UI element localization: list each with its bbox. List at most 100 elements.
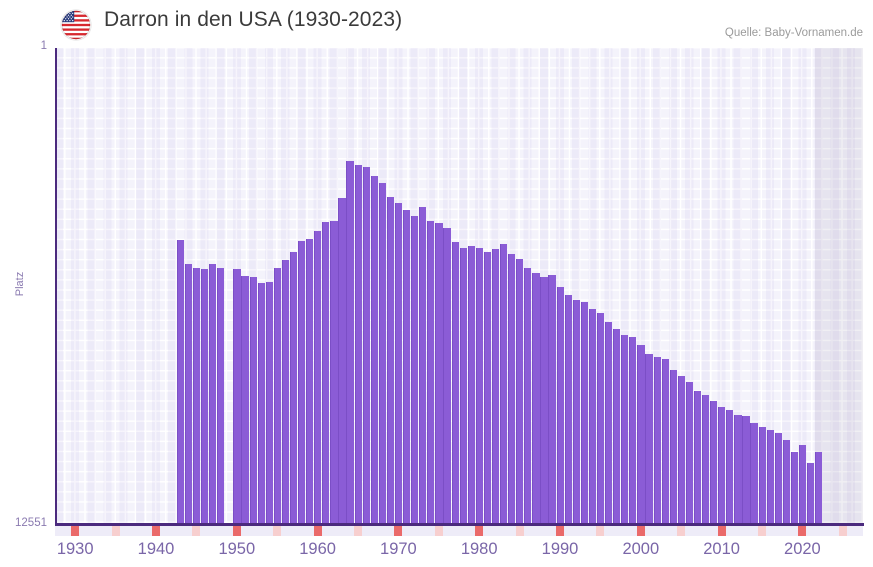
bar[interactable] <box>653 357 661 524</box>
bar[interactable] <box>726 410 734 524</box>
x-tick-slot <box>362 526 371 536</box>
bar[interactable] <box>677 375 685 524</box>
bar[interactable] <box>451 242 459 524</box>
bar[interactable] <box>613 328 621 524</box>
bar[interactable] <box>702 395 710 524</box>
bar[interactable] <box>330 220 338 524</box>
bar[interactable] <box>281 260 290 524</box>
x-tick-minor <box>353 526 363 536</box>
x-tick-slot <box>846 526 855 536</box>
bar[interactable] <box>346 160 354 524</box>
y-axis-line <box>54 48 57 524</box>
bar[interactable] <box>645 354 653 524</box>
bar[interactable] <box>807 463 815 524</box>
bar[interactable] <box>572 299 580 524</box>
bar[interactable] <box>734 415 742 524</box>
x-tick-major <box>636 526 645 536</box>
x-tick-slot <box>749 526 758 536</box>
bar[interactable] <box>411 215 419 524</box>
bar[interactable] <box>685 381 694 524</box>
x-tick-major <box>475 526 484 536</box>
bar[interactable] <box>815 452 823 524</box>
bar[interactable] <box>693 391 702 524</box>
x-tick-slot <box>386 526 395 536</box>
bar[interactable] <box>233 269 241 524</box>
bar[interactable] <box>540 277 548 524</box>
bar[interactable] <box>516 259 524 524</box>
bar[interactable] <box>338 198 346 524</box>
bar[interactable] <box>532 272 540 524</box>
bar[interactable] <box>459 247 467 524</box>
bar[interactable] <box>758 426 766 524</box>
bar[interactable] <box>257 283 265 524</box>
bar[interactable] <box>661 358 669 524</box>
bar[interactable] <box>314 231 322 524</box>
x-tick-major <box>717 526 726 536</box>
bar[interactable] <box>718 406 726 524</box>
x-tick-slot <box>426 526 435 536</box>
x-tick-slot <box>685 526 694 536</box>
bar[interactable] <box>249 277 257 524</box>
bar[interactable] <box>443 227 451 524</box>
bar[interactable] <box>370 176 378 524</box>
x-tick-major <box>798 526 807 536</box>
x-tick-major <box>71 526 80 536</box>
bar[interactable] <box>621 334 629 524</box>
bar[interactable] <box>184 263 193 524</box>
bar[interactable] <box>742 415 750 524</box>
x-tick-slot <box>822 526 831 536</box>
bar[interactable] <box>435 223 443 524</box>
bar[interactable] <box>710 401 718 524</box>
bar[interactable] <box>596 313 605 524</box>
x-axis-tick-label: 1990 <box>541 540 579 558</box>
x-axis-tick-label: 1940 <box>137 540 175 558</box>
bar[interactable] <box>241 275 249 524</box>
x-tick-slot <box>483 526 492 536</box>
bar[interactable] <box>403 210 411 524</box>
bar[interactable] <box>475 248 483 524</box>
bar[interactable] <box>500 244 508 524</box>
bar[interactable] <box>394 203 403 524</box>
bar[interactable] <box>217 268 225 524</box>
bar[interactable] <box>548 275 556 524</box>
bar[interactable] <box>637 344 645 524</box>
bar[interactable] <box>322 222 330 524</box>
bar[interactable] <box>192 267 201 524</box>
bar[interactable] <box>386 197 395 524</box>
bar[interactable] <box>176 239 184 524</box>
bar[interactable] <box>790 451 799 524</box>
bar[interactable] <box>588 309 597 524</box>
bar[interactable] <box>605 322 613 524</box>
bar[interactable] <box>580 302 588 524</box>
bar[interactable] <box>209 263 217 524</box>
x-tick-slot <box>644 526 653 536</box>
x-tick-slot <box>539 526 548 536</box>
bar[interactable] <box>201 269 209 524</box>
bar[interactable] <box>289 252 298 524</box>
bar[interactable] <box>362 167 370 524</box>
bar[interactable] <box>378 182 386 524</box>
bar[interactable] <box>782 439 790 524</box>
x-axis-tick-label: 2010 <box>703 540 740 558</box>
bar[interactable] <box>508 254 516 524</box>
bar[interactable] <box>298 241 306 524</box>
bar[interactable] <box>354 164 362 524</box>
bar[interactable] <box>524 267 532 524</box>
bar[interactable] <box>467 246 475 524</box>
bar[interactable] <box>419 207 427 524</box>
bar[interactable] <box>265 281 273 524</box>
bar[interactable] <box>629 336 637 524</box>
bar[interactable] <box>556 286 564 524</box>
bar[interactable] <box>774 433 782 524</box>
bar[interactable] <box>306 238 314 524</box>
bar[interactable] <box>483 251 492 524</box>
x-tick-slot <box>184 526 193 536</box>
bar[interactable] <box>564 294 572 524</box>
bar[interactable] <box>798 445 807 524</box>
bar[interactable] <box>427 220 435 524</box>
bar[interactable] <box>750 422 758 524</box>
bar[interactable] <box>273 267 281 524</box>
bar[interactable] <box>491 248 500 524</box>
bar[interactable] <box>669 369 677 524</box>
bar[interactable] <box>766 429 774 524</box>
